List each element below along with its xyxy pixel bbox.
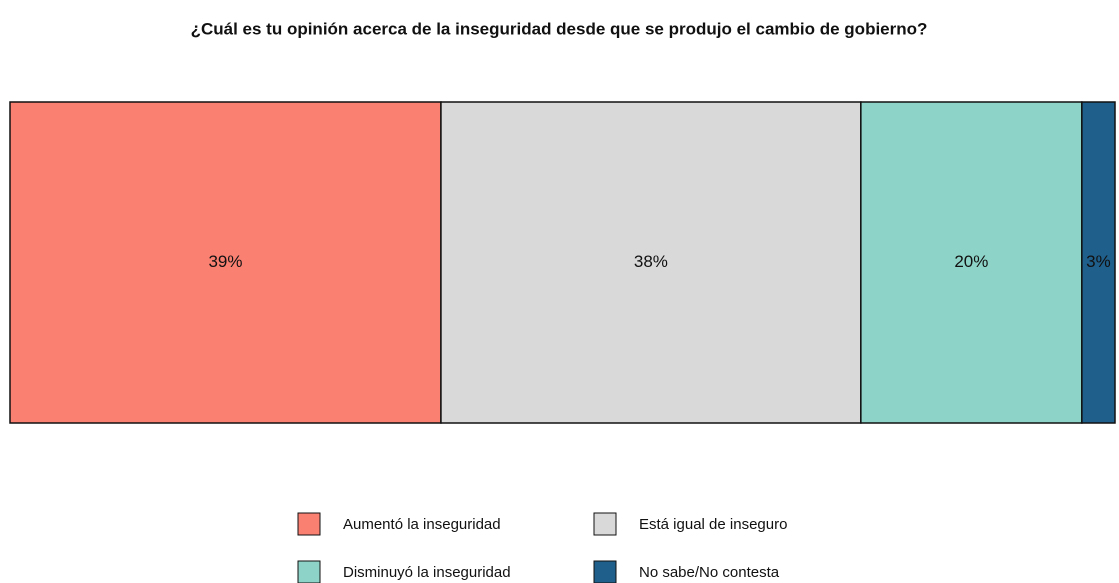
- data-label: 3%: [1086, 252, 1111, 271]
- legend-label: Está igual de inseguro: [639, 516, 787, 533]
- legend-label: Disminuyó la inseguridad: [343, 564, 511, 581]
- data-label: 20%: [954, 252, 988, 271]
- legend-swatch: [593, 560, 617, 583]
- bar-segment: [9, 101, 442, 424]
- bar-segment: [440, 101, 862, 424]
- data-label: 39%: [208, 252, 242, 271]
- chart-title: ¿Cuál es tu opinión acerca de la insegur…: [191, 19, 928, 38]
- legend-label: No sabe/No contesta: [639, 564, 780, 581]
- legend-swatch: [297, 512, 321, 536]
- legend-label: Aumentó la inseguridad: [343, 516, 501, 533]
- bar-segment: [1081, 101, 1116, 424]
- legend-swatch: [593, 512, 617, 536]
- bar-segment: [860, 101, 1083, 424]
- data-label: 38%: [634, 252, 668, 271]
- legend-swatch: [297, 560, 321, 583]
